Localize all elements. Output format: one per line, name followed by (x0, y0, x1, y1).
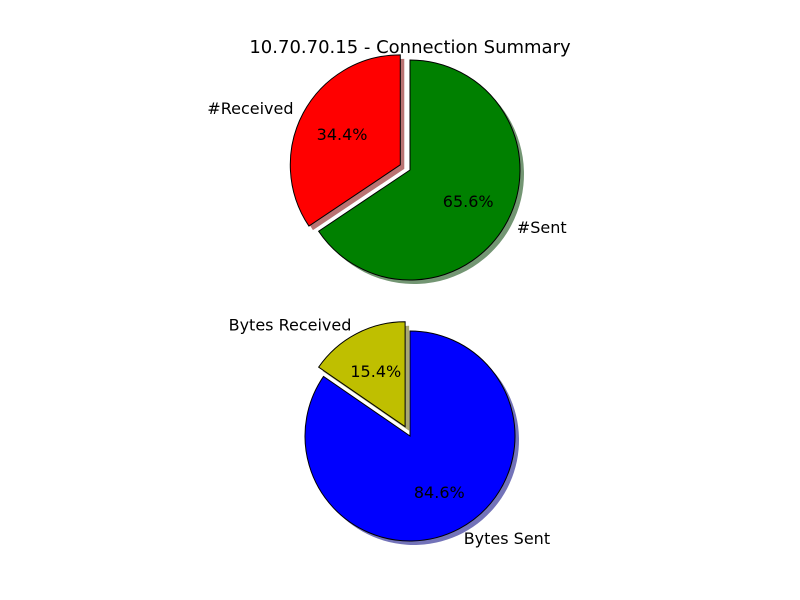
pct-label-received: 34.4% (317, 125, 368, 144)
slice-label-bytes-received: Bytes Received (229, 316, 352, 335)
pie-slice-bytes-received (317, 321, 406, 428)
pie-slice-received (289, 54, 401, 227)
pie-slice-sent (317, 59, 521, 281)
slice-label-sent: #Sent (517, 218, 567, 237)
pct-label-bytes-sent: 84.6% (414, 483, 465, 502)
pct-label-sent: 65.6% (443, 192, 494, 211)
pie-connections: 34.4% #Received 65.6% #Sent (207, 54, 567, 284)
pct-label-bytes-received: 15.4% (350, 362, 401, 381)
slice-label-bytes-sent: Bytes Sent (464, 529, 550, 548)
pie-slice-bytes-sent (304, 330, 516, 542)
chart-title: 10.70.70.15 - Connection Summary (249, 37, 571, 58)
pie-bytes: 15.4% Bytes Received 84.6% Bytes Sent (229, 316, 550, 549)
slice-label-received: #Received (207, 99, 293, 118)
